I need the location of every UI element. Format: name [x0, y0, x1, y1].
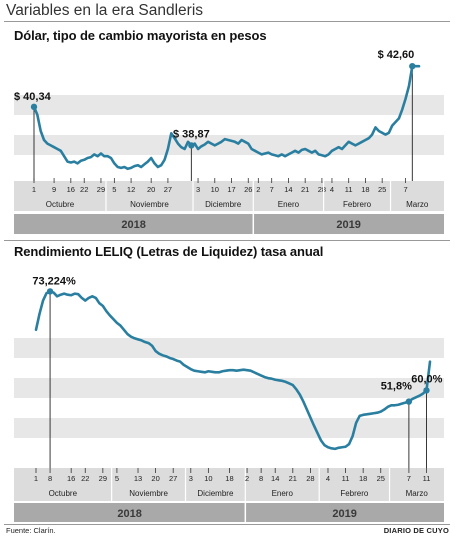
day-tick-label: 11 [345, 185, 353, 194]
day-tick-label: 8 [48, 474, 52, 483]
leliq-chart-title: Rendimiento LELIQ (Letras de Liquidez) t… [14, 244, 324, 259]
day-tick-label: 11 [342, 474, 350, 483]
day-tick-label: 14 [271, 474, 279, 483]
day-tick-label: 13 [134, 474, 142, 483]
year-label: 2019 [336, 219, 360, 231]
day-tick-label: 29 [99, 474, 107, 483]
year-label: 2018 [121, 219, 145, 231]
month-label: Diciembre [197, 489, 234, 498]
day-tick-label: 12 [127, 185, 135, 194]
brand-logo: DIARIO DE CUYO [383, 526, 449, 535]
day-tick-label: 26 [244, 185, 252, 194]
day-tick-label: 21 [289, 474, 297, 483]
day-tick-label: 25 [377, 474, 385, 483]
day-tick-label: 20 [147, 185, 155, 194]
year-bar [14, 214, 444, 234]
dollar-chart-title: Dólar, tipo de cambio mayorista en pesos [14, 28, 267, 43]
callout-point [405, 398, 413, 405]
source-note: Fuente: Clarín. [6, 526, 56, 535]
day-tick-label: 2 [245, 474, 249, 483]
day-tick-label: 7 [404, 185, 408, 194]
callout-point [409, 63, 416, 70]
day-tick-label: 4 [326, 474, 330, 483]
callout-label: $ 38,87 [173, 128, 210, 140]
month-label: Marzo [406, 200, 429, 209]
month-label: Octubre [46, 200, 75, 209]
callout-point [188, 142, 195, 149]
day-tick-label: 18 [361, 185, 369, 194]
day-tick-label: 8 [259, 474, 263, 483]
month-label: Febrero [340, 489, 369, 498]
callout-point [46, 288, 54, 295]
grid-band-2 [14, 418, 444, 438]
day-tick-label: 25 [378, 185, 386, 194]
day-tick-label: 11 [423, 474, 431, 483]
day-tick-label: 5 [115, 474, 119, 483]
day-tick-label: 22 [81, 474, 89, 483]
callout-label: 60,0% [411, 373, 442, 385]
series-line [34, 290, 432, 451]
month-label: Octubre [49, 489, 78, 498]
month-label: Noviembre [130, 200, 169, 209]
year-label: 2018 [117, 508, 141, 520]
page-title: Variables en la era Sandleris [6, 2, 204, 19]
day-tick-label: 20 [151, 474, 159, 483]
chart-divider [4, 240, 450, 241]
day-tick-label: 28 [318, 185, 326, 194]
day-tick-label: 29 [97, 185, 105, 194]
day-tick-label: 7 [270, 185, 274, 194]
day-tick-label: 10 [204, 474, 212, 483]
grid-band-0 [14, 338, 444, 358]
day-tick-label: 7 [407, 474, 411, 483]
month-label: Enero [278, 200, 300, 209]
callout-label: $ 40,34 [14, 91, 52, 103]
day-tick-label: 16 [67, 474, 75, 483]
day-tick-label: 27 [164, 185, 172, 194]
day-tick-label: 1 [32, 185, 36, 194]
series-line [32, 64, 421, 171]
year-label: 2019 [332, 508, 356, 520]
axis-background [14, 181, 444, 211]
day-tick-label: 28 [306, 474, 314, 483]
month-label: Diciembre [205, 200, 242, 209]
month-label: Enero [272, 489, 294, 498]
day-tick-label: 17 [227, 185, 235, 194]
day-tick-label: 4 [330, 185, 334, 194]
grid-band-1 [14, 135, 444, 155]
day-tick-label: 9 [52, 185, 56, 194]
day-tick-label: 3 [189, 474, 193, 483]
callout-point [423, 387, 430, 394]
day-tick-label: 16 [67, 185, 75, 194]
callout-label: $ 42,60 [378, 49, 415, 61]
day-tick-label: 22 [80, 185, 88, 194]
grid-band-0 [14, 95, 444, 115]
callout-label: 51,8% [381, 381, 412, 393]
callout-point [30, 103, 38, 111]
day-tick-label: 1 [34, 474, 38, 483]
day-tick-label: 18 [225, 474, 233, 483]
month-label: Noviembre [129, 489, 168, 498]
callout-label: 73,224% [32, 275, 76, 287]
day-tick-label: 27 [169, 474, 177, 483]
day-tick-label: 14 [284, 185, 292, 194]
day-tick-label: 18 [359, 474, 367, 483]
title-divider [4, 21, 450, 22]
axis-background [14, 468, 444, 501]
grid-band-1 [14, 378, 444, 398]
month-label: Marzo [406, 489, 429, 498]
day-tick-label: 21 [301, 185, 309, 194]
day-tick-label: 3 [196, 185, 200, 194]
day-tick-label: 2 [256, 185, 260, 194]
day-tick-label: 5 [112, 185, 116, 194]
day-tick-label: 10 [211, 185, 219, 194]
year-bar [14, 503, 444, 522]
month-label: Febrero [343, 200, 372, 209]
footer-divider [4, 524, 450, 525]
